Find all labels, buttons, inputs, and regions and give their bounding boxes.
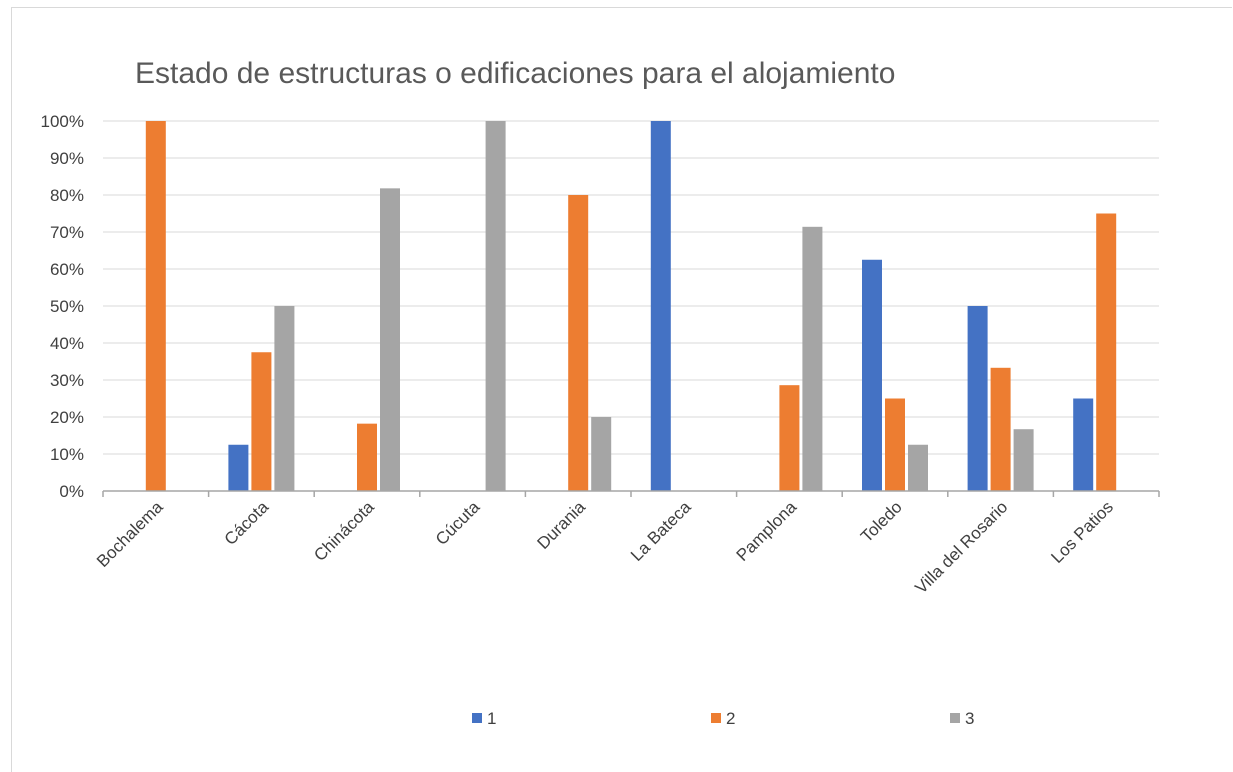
x-category-label: Bochalema	[93, 497, 167, 571]
x-category-label: Chinácota	[310, 497, 378, 565]
bar-series-1	[967, 306, 988, 491]
x-category-label: Cácota	[221, 497, 273, 549]
bar-series-2	[779, 385, 800, 491]
y-tick-label: 90%	[50, 149, 84, 168]
bar-series-3	[802, 226, 823, 491]
bar-series-1	[650, 121, 671, 491]
chart-frame	[11, 7, 1232, 772]
bar-series-3	[380, 188, 400, 491]
y-axis-ticks: 0% 10% 20% 30% 40% 50% 60% 70% 80% 90% 100%	[41, 112, 84, 501]
y-tick-label: 20%	[50, 408, 84, 427]
bar-series-1	[1073, 398, 1094, 491]
y-tick-label: 60%	[50, 260, 84, 279]
bar-series-2	[568, 195, 589, 491]
y-tick-label: 0%	[59, 482, 84, 501]
x-category-label: Los Patios	[1047, 497, 1117, 567]
bar-series-3	[1013, 429, 1034, 491]
bar-series-1	[862, 259, 882, 491]
x-category-label: Pamplona	[733, 497, 801, 565]
bar-series-3	[908, 444, 928, 491]
y-tick-label: 100%	[41, 112, 84, 131]
bars	[145, 121, 1117, 491]
bar-series-2	[145, 121, 166, 491]
bar-series-2	[990, 367, 1011, 491]
chart-title: Estado de estructuras o edificaciones pa…	[135, 57, 895, 90]
bar-series-2	[357, 423, 377, 491]
legend-swatch	[472, 713, 482, 723]
legend-label: 2	[726, 709, 735, 728]
x-category-label: Cúcuta	[432, 497, 484, 549]
x-category-label: Toledo	[857, 497, 906, 546]
bar-series-2	[885, 398, 905, 491]
legend-label: 3	[965, 709, 974, 728]
x-category-label: Durania	[533, 497, 589, 553]
y-tick-label: 50%	[50, 297, 84, 316]
x-axis-labels: Bochalema Cácota Chinácota Cúcuta Durania La …	[93, 497, 1117, 597]
bar-series-3	[274, 306, 295, 491]
bar-series-3	[485, 121, 506, 491]
bar-series-3	[591, 417, 612, 491]
y-tick-label: 80%	[50, 186, 84, 205]
y-tick-label: 70%	[50, 223, 84, 242]
bar-series-2	[251, 352, 272, 491]
x-category-label: Villa del Rosario	[911, 497, 1011, 597]
y-tick-label: 30%	[50, 371, 84, 390]
legend-label: 1	[487, 709, 496, 728]
legend-swatch	[950, 713, 960, 723]
y-tick-label: 40%	[50, 334, 84, 353]
bar-series-2	[1096, 213, 1117, 491]
x-category-label: La Bateca	[627, 497, 695, 565]
y-tick-label: 10%	[50, 445, 84, 464]
legend: 1 2 3	[472, 709, 974, 728]
x-axis	[102, 490, 1160, 497]
bar-series-1	[228, 444, 249, 491]
legend-swatch	[711, 713, 721, 723]
